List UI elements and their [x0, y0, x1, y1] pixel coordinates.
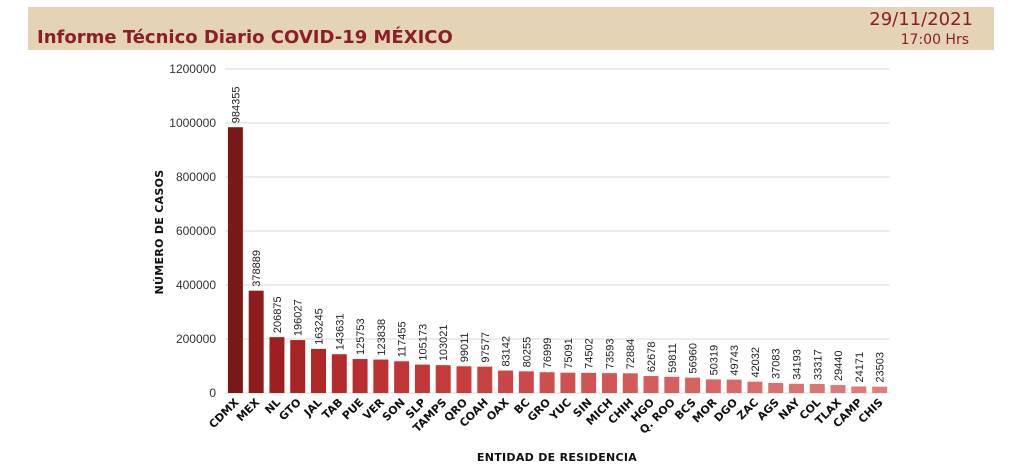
y-tick-label: 0: [209, 386, 216, 400]
value-label: 74502: [584, 338, 596, 369]
bar-nay: [789, 383, 804, 393]
value-label: 97577: [480, 332, 492, 363]
bar-mor: [705, 379, 721, 393]
x-tick-label: GTO: [276, 396, 303, 423]
bar-ags: [768, 382, 784, 393]
bar-son: [394, 361, 410, 393]
bar-chis: [872, 386, 888, 393]
x-tick-label: MEX: [234, 396, 263, 425]
report-date: 29/11/2021: [869, 9, 973, 30]
value-label: 62678: [646, 341, 658, 372]
bar-q-roo: [664, 376, 680, 393]
x-tick-label: SON: [380, 396, 408, 424]
bar-jal: [311, 348, 326, 393]
x-axis-label: ENTIDAD DE RESIDENCIA: [477, 451, 637, 464]
value-label: 196027: [293, 299, 305, 336]
bar-zac: [747, 381, 763, 393]
y-tick-label: 800000: [176, 170, 216, 184]
value-label: 103021: [438, 324, 450, 361]
value-label: 33317: [812, 349, 824, 380]
x-tick-label: TAB: [320, 396, 346, 422]
bar-bc: [518, 371, 534, 393]
gridlines: 0 200000 400000 600000 800000 1000000 1200000: [169, 62, 890, 400]
y-tick-label: 1000000: [169, 116, 216, 130]
x-tick-label: PUE: [340, 396, 367, 423]
value-label: 49743: [729, 345, 741, 376]
bar-sin: [581, 372, 597, 393]
x-tick-label: GRO: [525, 396, 553, 424]
bar-chih: [622, 373, 638, 393]
value-label: 105173: [417, 324, 429, 361]
bar-coah: [477, 366, 493, 393]
bar-gro: [539, 372, 555, 393]
value-label: 59811: [667, 343, 679, 373]
report-title: Informe Técnico Diario COVID-19 MÉXICO: [37, 27, 453, 48]
bar-bcs: [685, 377, 701, 393]
bar-pue: [352, 359, 368, 393]
x-tick-label: AGS: [755, 396, 782, 423]
x-tick-label: OAX: [484, 396, 512, 424]
value-label: 29440: [833, 350, 845, 381]
value-label: 163245: [314, 308, 326, 345]
value-label: 984355: [230, 87, 242, 124]
y-tick-label: 400000: [176, 278, 216, 292]
value-label: 83142: [501, 336, 513, 367]
value-label: 42032: [750, 347, 762, 378]
value-label: 206875: [272, 296, 284, 333]
value-label: 80255: [521, 337, 533, 368]
x-tick-label: CHIS: [856, 396, 886, 426]
bar-yuc: [560, 372, 576, 393]
bar-col: [809, 384, 825, 393]
x-tick-label: ZAC: [734, 396, 761, 423]
value-label: 37083: [771, 348, 783, 379]
bar-qro: [456, 366, 472, 393]
bar-dgo: [726, 379, 742, 393]
bar-tlax: [830, 385, 846, 393]
value-label: 378889: [251, 250, 263, 287]
value-label: 75091: [563, 338, 575, 369]
value-label: 72884: [625, 339, 637, 370]
report-time: 17:00 Hrs: [900, 32, 969, 48]
bar-slp: [414, 364, 430, 393]
value-label: 99011: [459, 332, 471, 362]
bar-tamps: [435, 365, 451, 393]
bar-nl: [269, 337, 285, 393]
y-tick-label: 1200000: [169, 62, 216, 76]
value-label: 76999: [542, 338, 554, 369]
bar-ver: [373, 359, 389, 393]
bars: [227, 127, 888, 393]
value-label: 24171: [854, 352, 866, 383]
y-tick-label: 600000: [176, 224, 216, 238]
value-label: 34193: [791, 349, 803, 380]
x-tick-label: NAY: [776, 395, 803, 422]
value-label: 73593: [604, 339, 616, 370]
bar-mich: [601, 373, 617, 393]
value-label: 117455: [397, 321, 409, 357]
y-axis-label: NÚMERO DE CASOS: [153, 169, 166, 294]
value-label: 56960: [688, 343, 700, 374]
value-label: 50319: [708, 345, 720, 376]
x-tick-label: JAL: [301, 396, 325, 420]
bar-mex: [248, 290, 264, 393]
value-label: 143631: [334, 314, 346, 351]
x-tick-label: DGO: [712, 396, 741, 425]
value-label: 125753: [355, 318, 367, 355]
value-label: 123838: [376, 319, 388, 356]
bar-oax: [498, 370, 514, 393]
bar-tab: [331, 354, 347, 393]
bar-hgo: [643, 376, 659, 393]
value-label: 23503: [875, 352, 887, 383]
bar-camp: [851, 386, 867, 393]
report-header: Informe Técnico Diario COVID-19 MÉXICO 2…: [28, 7, 994, 50]
value-labels: 984355 378889 206875 196027 163245 143631 1257…: [230, 87, 886, 383]
bar-cdmx: [227, 127, 243, 393]
y-tick-label: 200000: [176, 332, 216, 346]
bar-gto: [290, 340, 306, 393]
x-tick-label: YUC: [546, 396, 574, 424]
